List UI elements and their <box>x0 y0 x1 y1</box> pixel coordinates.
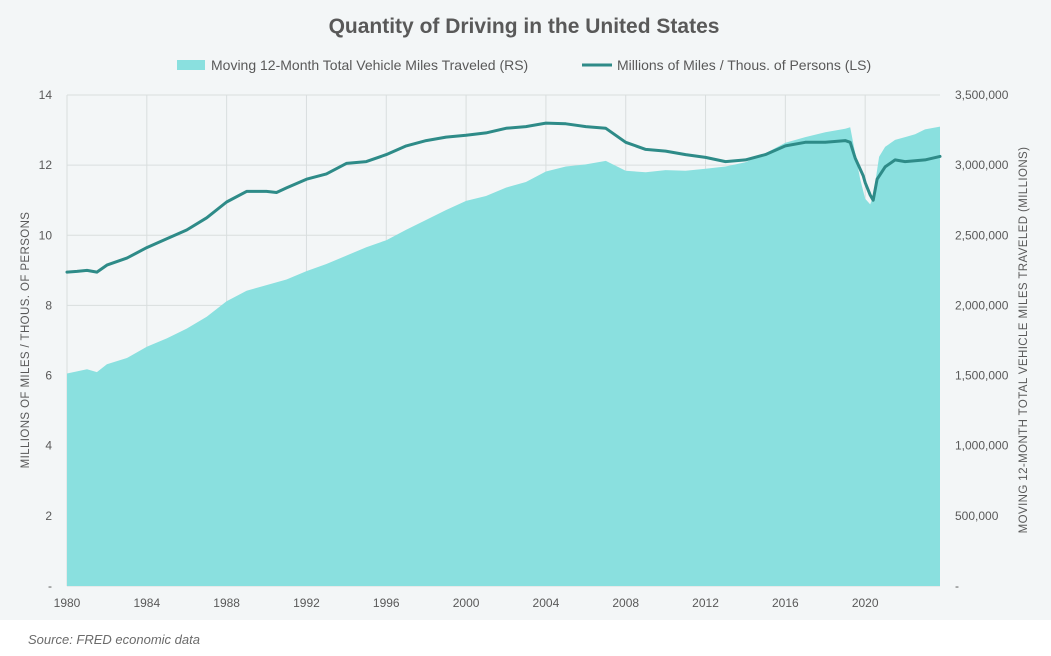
right-tick-label: 2,500,000 <box>955 228 1009 242</box>
right-axis-title: MOVING 12-MONTH TOTAL VEHICLE MILES TRAV… <box>1018 147 1030 534</box>
x-tick-label: 2008 <box>612 596 639 610</box>
chart: Quantity of Driving in the United States… <box>20 15 1030 610</box>
left-tick-label: - <box>48 579 52 593</box>
miles-per-person-line <box>65 121 942 274</box>
x-tick-label: 2004 <box>533 596 560 610</box>
chart-title: Quantity of Driving in the United States <box>329 15 720 38</box>
area-series <box>67 126 940 586</box>
line-series <box>65 121 942 274</box>
x-tick-label: 1996 <box>373 596 400 610</box>
right-tick-label: 1,500,000 <box>955 369 1009 383</box>
left-tick-label: 6 <box>45 369 52 383</box>
right-tick-label: 2,000,000 <box>955 298 1009 312</box>
right-tick-label: 500,000 <box>955 509 999 523</box>
x-tick-label: 2000 <box>453 596 480 610</box>
right-tick-label: 3,000,000 <box>955 158 1009 172</box>
x-tick-label: 1980 <box>54 596 81 610</box>
axes: - 2 4 6 8 10 12 14 - 500,000 1,000,000 1,500,000 2,0… <box>39 88 1009 610</box>
legend-swatch-area <box>177 60 205 70</box>
left-tick-label: 12 <box>39 158 53 172</box>
x-tick-label: 1992 <box>293 596 320 610</box>
left-tick-label: 14 <box>39 88 53 102</box>
left-tick-label: 4 <box>45 439 52 453</box>
x-tick-label: 1988 <box>213 596 240 610</box>
legend-label-line: Millions of Miles / Thous. of Persons (L… <box>617 57 871 73</box>
left-tick-label: 2 <box>45 509 52 523</box>
right-tick-label: 3,500,000 <box>955 88 1009 102</box>
x-tick-label: 2020 <box>852 596 879 610</box>
legend-label-area: Moving 12-Month Total Vehicle Miles Trav… <box>211 57 528 73</box>
right-tick-label: 1,000,000 <box>955 439 1009 453</box>
vmt-area <box>67 126 940 586</box>
x-tick-label: 2016 <box>772 596 799 610</box>
left-axis-title: MILLIONS OF MILES / THOUS. OF PERSONS <box>20 212 32 469</box>
x-tick-label: 2012 <box>692 596 719 610</box>
left-tick-label: 8 <box>45 298 52 312</box>
right-tick-label: - <box>955 579 959 593</box>
source-note: Source: FRED economic data <box>28 632 200 647</box>
left-tick-label: 10 <box>39 228 53 242</box>
x-tick-label: 1984 <box>133 596 160 610</box>
